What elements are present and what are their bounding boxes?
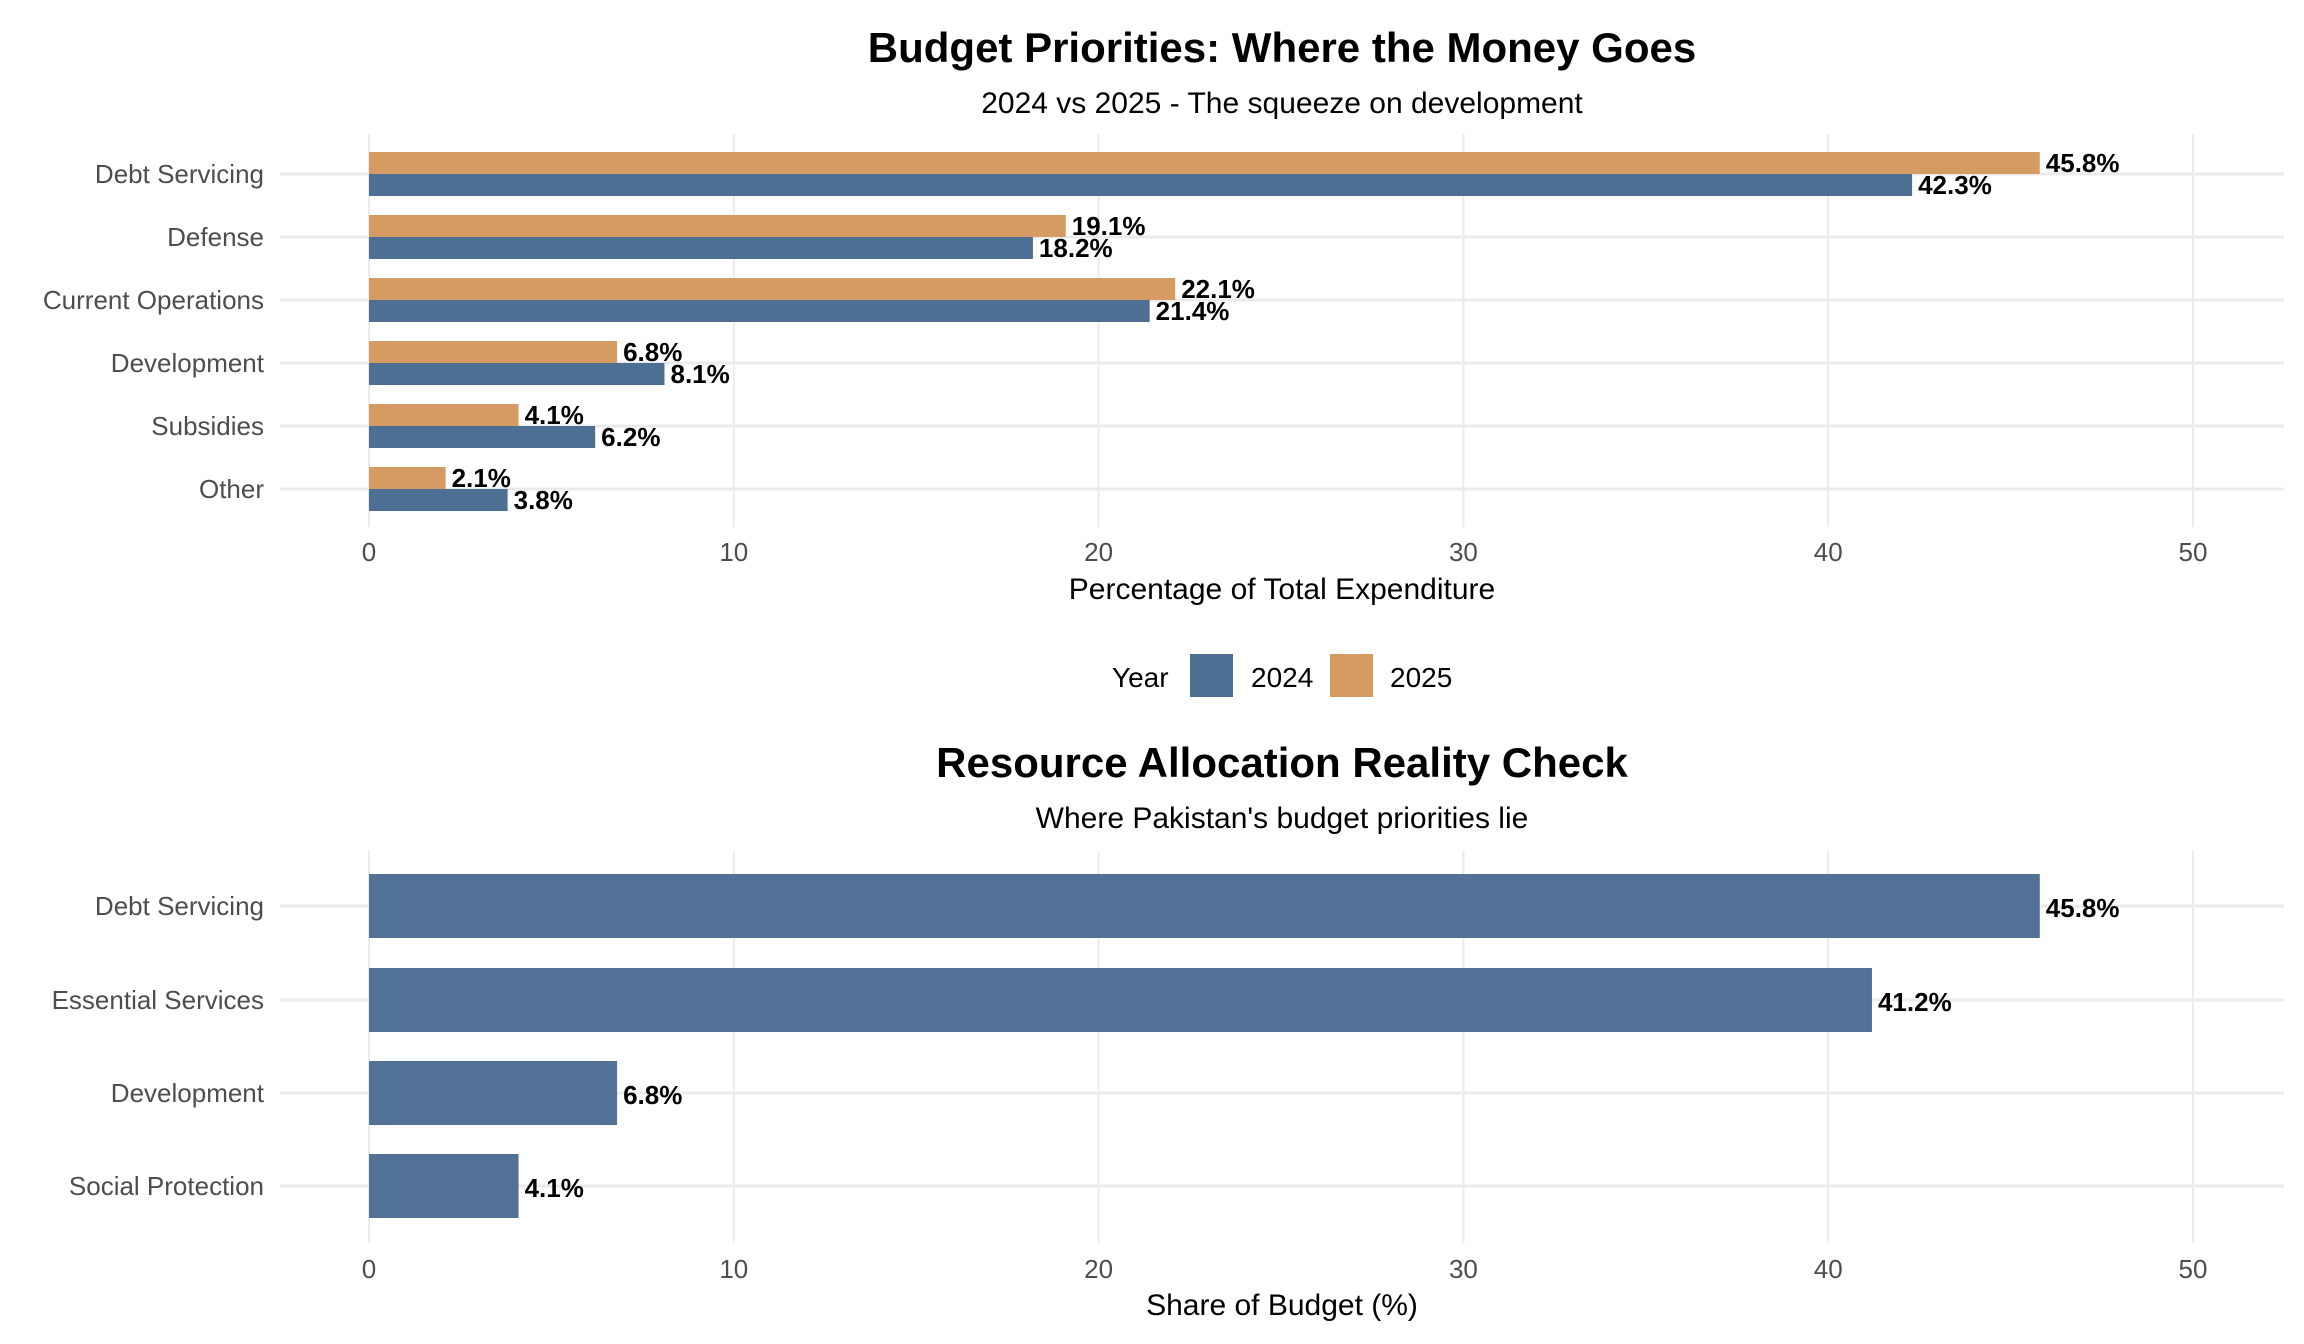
chart2-category-label: Development	[111, 1078, 265, 1108]
legend-swatch-2024	[1190, 654, 1233, 697]
chart1-x-tick-label: 30	[1449, 537, 1478, 567]
bar-2025	[369, 215, 1066, 237]
chart1-title: Budget Priorities: Where the Money Goes	[868, 24, 1696, 71]
data-label-2025: 2.1%	[452, 463, 511, 493]
bar-2024	[369, 174, 1913, 196]
chart1-x-tick-label: 10	[719, 537, 748, 567]
chart2-bars: 45.8% 41.2% 6.8% 4.1%	[369, 874, 2120, 1218]
bar-2025	[369, 404, 519, 426]
chart1-x-tick-label: 0	[362, 537, 376, 567]
chart1-category-label: Development	[111, 348, 265, 378]
data-label-2025: 19.1%	[1072, 211, 1146, 241]
chart2-x-tick-label: 40	[1814, 1254, 1843, 1284]
data-label-2025: 6.8%	[623, 337, 682, 367]
bar	[369, 874, 2040, 938]
chart2-x-tick-label: 50	[2179, 1254, 2208, 1284]
bar	[369, 1061, 618, 1125]
data-label-2024: 3.8%	[514, 485, 573, 515]
data-label-2024: 42.3%	[1918, 170, 1992, 200]
chart1-category-label: Subsidies	[151, 411, 264, 441]
chart1-category-label: Defense	[167, 222, 264, 252]
bar-2024	[369, 426, 596, 448]
legend-label-2025: 2025	[1390, 662, 1452, 693]
chart2-x-ticks: 0 10 20 30 40 50	[362, 1254, 2208, 1284]
data-label-2025: 4.1%	[525, 400, 584, 430]
chart1-bars: 45.8% 42.3% 19.1%18.2% 22.1%21.4% 6.8%8.1% 4.…	[369, 148, 2120, 515]
bar	[369, 1154, 519, 1218]
chart2-x-axis-label: Share of Budget (%)	[1146, 1289, 1418, 1322]
bar-2025	[369, 152, 2040, 174]
chart2-x-tick-label: 10	[719, 1254, 748, 1284]
chart2-category-label: Social Protection	[69, 1171, 264, 1201]
legend-swatch-2025	[1330, 654, 1373, 697]
data-label-2025: 45.8%	[2046, 148, 2120, 178]
chart2-category-label: Essential Services	[52, 985, 264, 1015]
data-label-2024: 8.1%	[670, 359, 729, 389]
data-label: 41.2%	[1878, 987, 1952, 1017]
chart1-category-label: Current Operations	[43, 285, 264, 315]
chart1-category-labels: Debt Servicing Defense Current Operations D…	[43, 159, 265, 504]
data-label-2024: 18.2%	[1039, 233, 1113, 263]
bar-2024	[369, 363, 665, 385]
chart1-subtitle: 2024 vs 2025 - The squeeze on developmen…	[981, 87, 1583, 120]
chart1-category-label: Other	[199, 474, 264, 504]
legend-label-2024: 2024	[1251, 662, 1313, 693]
bar-2025	[369, 467, 446, 489]
chart1-category-label: Debt Servicing	[95, 159, 264, 189]
chart1-x-tick-label: 40	[1814, 537, 1843, 567]
bar-2024	[369, 237, 1033, 259]
bar	[369, 968, 1872, 1032]
data-label: 45.8%	[2046, 893, 2120, 923]
chart2-subtitle: Where Pakistan's budget priorities lie	[1036, 802, 1529, 835]
data-label-2025: 22.1%	[1181, 274, 1255, 304]
chart-resource-allocation: Resource Allocation Reality Check Where …	[52, 739, 2284, 1322]
chart-budget-priorities: Budget Priorities: Where the Money Goes …	[43, 24, 2284, 697]
chart1-x-ticks: 0 10 20 30 40 50	[362, 537, 2208, 567]
chart1-x-tick-label: 20	[1084, 537, 1113, 567]
data-label: 6.8%	[623, 1080, 682, 1110]
data-label: 4.1%	[525, 1173, 584, 1203]
legend-title: Year	[1112, 662, 1169, 693]
chart2-title: Resource Allocation Reality Check	[936, 739, 1628, 786]
chart2-x-tick-label: 30	[1449, 1254, 1478, 1284]
chart1-x-tick-label: 50	[2179, 537, 2208, 567]
data-label-2024: 21.4%	[1156, 296, 1230, 326]
bar-2024	[369, 300, 1150, 322]
chart2-x-tick-label: 20	[1084, 1254, 1113, 1284]
chart2-category-label: Debt Servicing	[95, 891, 264, 921]
bar-2025	[369, 341, 618, 363]
chart2-x-tick-label: 0	[362, 1254, 376, 1284]
bar-2025	[369, 278, 1176, 300]
bar-2024	[369, 489, 508, 511]
data-label-2024: 6.2%	[601, 422, 660, 452]
chart1-x-axis-label: Percentage of Total Expenditure	[1069, 573, 1495, 606]
chart2-category-labels: Debt Servicing Essential Services Developm…	[52, 891, 265, 1201]
chart1-legend: Year 2024 2025	[1112, 654, 1452, 697]
